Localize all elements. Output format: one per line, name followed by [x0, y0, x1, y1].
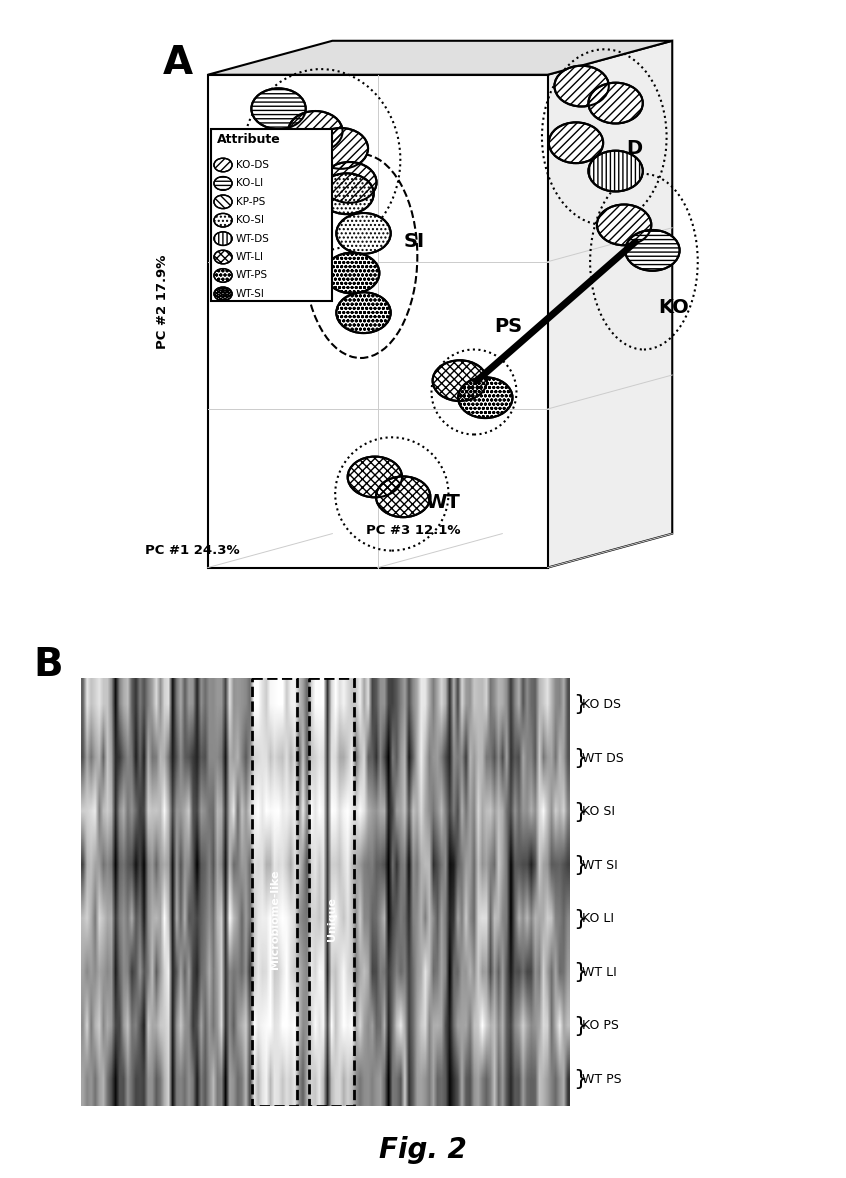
Text: WT SI: WT SI [582, 859, 618, 872]
Polygon shape [208, 74, 547, 568]
Text: WT LI: WT LI [582, 966, 617, 979]
Text: KO-DS: KO-DS [236, 160, 269, 170]
Ellipse shape [214, 177, 232, 190]
Text: }: } [573, 1070, 587, 1090]
Ellipse shape [589, 82, 643, 124]
Text: }: } [573, 748, 587, 768]
Ellipse shape [214, 232, 232, 245]
Text: KO: KO [658, 298, 689, 317]
Ellipse shape [337, 292, 391, 333]
Text: KP-PS: KP-PS [236, 197, 266, 207]
Text: Unique: Unique [327, 896, 337, 941]
Text: SI: SI [404, 232, 425, 251]
Ellipse shape [214, 250, 232, 264]
Text: KO-SI: KO-SI [236, 216, 264, 225]
Text: WT-PS: WT-PS [236, 271, 268, 280]
Ellipse shape [288, 111, 343, 152]
Ellipse shape [554, 66, 609, 106]
Text: }: } [573, 908, 587, 928]
Ellipse shape [214, 269, 232, 283]
Text: PC #3 12.1%: PC #3 12.1% [366, 524, 461, 537]
Text: }: } [573, 962, 587, 982]
Text: }: } [573, 801, 587, 821]
Ellipse shape [459, 377, 513, 418]
Bar [309, 677, 354, 1106]
Ellipse shape [325, 252, 379, 293]
Ellipse shape [589, 151, 643, 192]
Ellipse shape [251, 88, 305, 130]
Ellipse shape [597, 205, 651, 245]
Text: WT: WT [426, 492, 461, 512]
Ellipse shape [314, 128, 368, 168]
Text: KO SI: KO SI [582, 805, 615, 818]
Text: Fig. 2: Fig. 2 [379, 1136, 467, 1164]
Text: Attribute: Attribute [217, 133, 281, 146]
Text: LI: LI [284, 173, 304, 192]
Text: WT-SI: WT-SI [236, 289, 265, 299]
Text: KO DS: KO DS [582, 699, 621, 712]
Polygon shape [547, 41, 673, 568]
Text: PC #1 24.3%: PC #1 24.3% [146, 544, 240, 557]
Text: WT-DS: WT-DS [236, 233, 270, 244]
Text: Microbiome-like: Microbiome-like [270, 869, 279, 968]
Text: WT-LI: WT-LI [236, 252, 264, 262]
Text: WT PS: WT PS [582, 1073, 622, 1086]
Text: }: } [573, 695, 587, 715]
Ellipse shape [214, 213, 232, 227]
Text: B: B [33, 646, 63, 683]
Text: }: } [573, 855, 587, 875]
Ellipse shape [348, 457, 402, 497]
Ellipse shape [549, 123, 603, 163]
Ellipse shape [625, 230, 679, 271]
Text: D: D [626, 139, 642, 158]
Bar [211, 128, 332, 302]
Ellipse shape [337, 213, 391, 253]
Text: KO LI: KO LI [582, 912, 614, 925]
Ellipse shape [319, 173, 374, 214]
Text: WT DS: WT DS [582, 752, 624, 765]
Ellipse shape [432, 360, 487, 401]
Text: KO PS: KO PS [582, 1019, 619, 1032]
Text: A: A [162, 44, 193, 81]
Ellipse shape [214, 196, 232, 209]
Ellipse shape [214, 287, 232, 300]
Polygon shape [208, 41, 673, 74]
Text: PS: PS [494, 317, 522, 337]
Ellipse shape [322, 163, 376, 203]
Text: }: } [573, 1015, 587, 1035]
Ellipse shape [214, 158, 232, 172]
Bar [252, 677, 297, 1106]
Ellipse shape [376, 476, 431, 517]
Text: PC #2 17.9%: PC #2 17.9% [156, 254, 169, 349]
Text: KO-LI: KO-LI [236, 178, 263, 188]
